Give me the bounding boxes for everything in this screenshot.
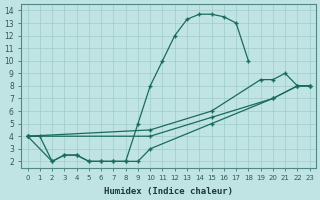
X-axis label: Humidex (Indice chaleur): Humidex (Indice chaleur) — [104, 187, 233, 196]
